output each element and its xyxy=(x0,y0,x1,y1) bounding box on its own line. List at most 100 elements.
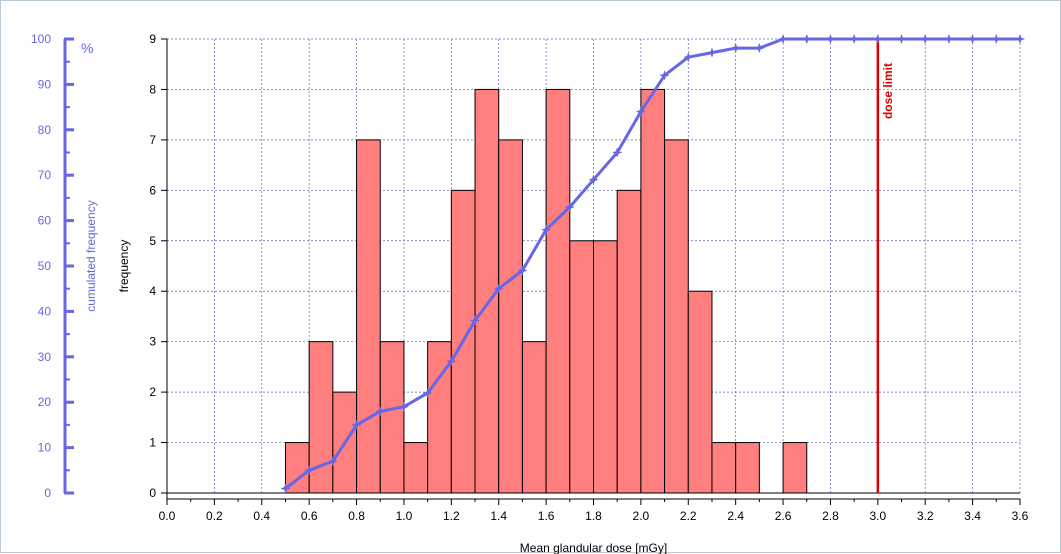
y2-tick-label: 10 xyxy=(38,441,52,455)
y-tick-label: 7 xyxy=(149,133,156,147)
cumulative-point xyxy=(540,224,552,236)
cumulative-point xyxy=(706,47,718,58)
x-tick-label: 2.8 xyxy=(822,509,839,523)
cumulative-point xyxy=(398,401,410,412)
y-tick-label: 2 xyxy=(149,385,156,399)
cumulative-point xyxy=(990,33,1002,45)
cumulative-point xyxy=(588,174,599,185)
x-tick-label: 1.6 xyxy=(538,509,555,523)
y-tick-label: 8 xyxy=(149,82,156,96)
x-tick-label: 0.8 xyxy=(348,509,365,523)
x-tick-label: 2.2 xyxy=(680,509,697,523)
y2-tick-label: 30 xyxy=(38,350,52,364)
cumulative-point xyxy=(801,33,813,45)
cumulative-point xyxy=(872,33,884,45)
histogram-bar xyxy=(593,240,618,494)
histogram-bar xyxy=(569,240,594,494)
cumulative-point xyxy=(493,283,505,295)
y2-tick-label: 50 xyxy=(38,259,52,273)
y2-tick-label: 60 xyxy=(38,214,52,228)
x-tick-label: 3.4 xyxy=(964,509,981,523)
x-tick-label: 3.2 xyxy=(917,509,934,523)
y-axis-label: frequency xyxy=(117,240,131,293)
x-tick-label: 1.4 xyxy=(490,509,507,523)
cumulative-point xyxy=(943,33,955,45)
cumulative-point xyxy=(1014,33,1026,45)
histogram-bar xyxy=(379,341,405,494)
cumulative-point xyxy=(635,106,647,117)
y-tick-label: 3 xyxy=(149,335,156,349)
x-tick-label: 0.0 xyxy=(159,509,176,523)
cumulative-point xyxy=(659,69,670,81)
y2-axis-unit: % xyxy=(81,40,93,56)
y2-tick-label: 70 xyxy=(38,168,52,182)
x-axis-label: Mean glandular dose [mGy] xyxy=(520,541,667,554)
cumulative-point xyxy=(303,464,315,476)
x-tick-label: 3.6 xyxy=(1012,509,1029,523)
cumulative-point xyxy=(896,33,907,45)
x-tick-label: 0.6 xyxy=(301,509,318,523)
y2-axis-label: cumulated frequency xyxy=(84,200,98,311)
y-tick-label: 4 xyxy=(149,284,156,298)
x-tick-label: 0.2 xyxy=(206,509,223,523)
x-tick-label: 1.8 xyxy=(585,509,602,523)
x-tick-label: 2.6 xyxy=(775,509,792,523)
y-tick-label: 9 xyxy=(149,32,156,46)
y2-tick-label: 100 xyxy=(31,32,51,46)
cumulative-point xyxy=(517,265,528,276)
histogram-bar xyxy=(403,442,429,494)
cumulative-point xyxy=(848,33,860,45)
histogram-bar xyxy=(711,442,737,494)
cumulative-point xyxy=(967,33,978,45)
x-tick-label: 1.2 xyxy=(443,509,460,523)
x-tick-label: 2.4 xyxy=(727,509,744,523)
x-tick-label: 0.4 xyxy=(253,509,270,523)
cumulative-point xyxy=(280,483,291,494)
histogram-bar xyxy=(545,88,571,494)
cumulative-point xyxy=(469,315,481,326)
cumulative-point xyxy=(611,147,623,158)
y-tick-label: 6 xyxy=(149,183,156,197)
dose-limit-label: dose limit xyxy=(881,63,895,119)
cumulative-point xyxy=(919,33,931,45)
histogram-bar xyxy=(782,442,808,494)
cumulative-point xyxy=(564,201,576,213)
y2-tick-label: 80 xyxy=(38,123,52,137)
histogram-bar xyxy=(498,139,523,494)
cumulative-point xyxy=(422,387,433,399)
cumulative-point xyxy=(327,455,339,467)
x-tick-label: 2.0 xyxy=(633,509,650,523)
y2-tick-label: 0 xyxy=(44,486,51,500)
cumulated-frequency-axis: 0 10 20 30 40 50 60 70 80 90 100 xyxy=(31,32,74,500)
cumulative-point xyxy=(730,42,742,54)
cumulative-point xyxy=(825,33,836,45)
histogram-bar xyxy=(640,88,666,494)
axes: 0 1 2 3 4 5 6 7 8 9 0.0 0.2 0.4 0.6 0.8 1.0 1.2 1.4 1.6 1.8… xyxy=(149,32,1028,523)
cumulative-point xyxy=(351,419,362,431)
histogram-bar xyxy=(687,290,713,494)
x-tick-label: 3.0 xyxy=(869,509,886,523)
cumulative-point xyxy=(754,42,765,54)
histogram-bar xyxy=(664,139,689,494)
y-tick-label: 1 xyxy=(149,436,156,450)
histogram-bar xyxy=(616,189,642,494)
y-tick-label: 0 xyxy=(149,486,156,500)
cumulative-frequency-series xyxy=(280,33,1026,494)
axis-labels: Mean glandular dose [mGy] frequency cumu… xyxy=(81,40,667,554)
histogram-bar xyxy=(521,341,547,494)
cumulative-point xyxy=(777,33,789,45)
cumulative-point xyxy=(446,355,457,367)
y2-tick-label: 90 xyxy=(38,77,52,91)
y-tick-label: 5 xyxy=(149,234,156,248)
y2-tick-label: 20 xyxy=(38,395,52,409)
histogram-bars xyxy=(167,88,1020,494)
dose-limit-group: dose limit xyxy=(876,39,895,493)
x-tick-label: 1.0 xyxy=(396,509,413,523)
histogram-bar xyxy=(735,442,760,494)
cumulative-point xyxy=(683,51,694,63)
cumulative-point xyxy=(375,406,386,417)
histogram-bar xyxy=(356,139,381,494)
y2-tick-label: 40 xyxy=(38,304,52,318)
